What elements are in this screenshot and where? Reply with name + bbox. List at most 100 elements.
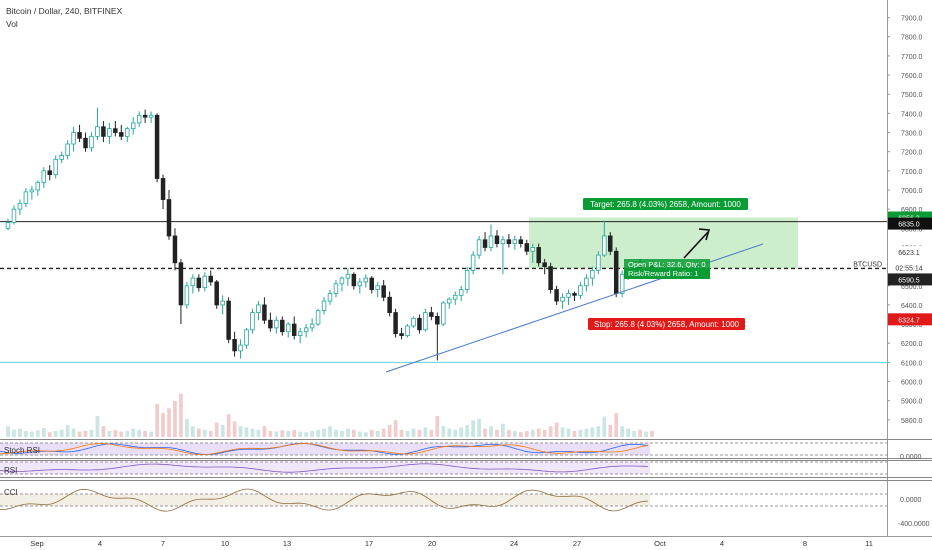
candle xyxy=(226,297,231,344)
stop-label[interactable]: Stop: 265.8 (4.03%) 2658, Amount: 1000 xyxy=(588,318,745,330)
candle-body xyxy=(47,170,52,176)
candle xyxy=(405,324,410,338)
candle xyxy=(47,165,52,181)
candle-body xyxy=(482,239,488,248)
date-tick-label: 13 xyxy=(283,539,291,548)
volume-bar xyxy=(477,419,481,437)
candle-body xyxy=(268,319,273,329)
volume-bar xyxy=(310,431,314,437)
candle-body xyxy=(554,289,559,302)
pnl-label[interactable]: Open P&L: 32.6, Qty: 0 xyxy=(624,259,710,269)
candle xyxy=(476,235,482,259)
candle xyxy=(542,258,547,275)
candle-body xyxy=(202,275,208,289)
volume-bar xyxy=(131,428,136,437)
candle-body xyxy=(452,294,458,300)
price-tick-label: 7100.0 xyxy=(901,169,923,176)
rsi-line xyxy=(0,463,649,473)
horizontal-lines[interactable] xyxy=(0,221,887,363)
volume-bar xyxy=(250,428,255,437)
volume-bar xyxy=(489,426,493,437)
volume-bar xyxy=(596,426,601,437)
volume-bar xyxy=(357,431,362,437)
candle xyxy=(387,291,392,317)
volume-bar xyxy=(18,428,22,437)
volume-bar xyxy=(298,431,303,437)
target-label[interactable]: Target: 265.8 (4.03%) 2658, Amount: 1000 xyxy=(583,198,748,210)
candle xyxy=(375,281,380,298)
volume-bar xyxy=(268,431,273,437)
candle-body xyxy=(5,222,11,229)
candle-body xyxy=(584,277,589,287)
candle-body xyxy=(160,178,166,200)
candle xyxy=(83,132,88,152)
candle xyxy=(608,232,613,256)
candle-body xyxy=(381,285,386,298)
candle xyxy=(250,308,255,334)
volume-bar xyxy=(501,423,505,437)
candle-body xyxy=(148,114,154,118)
volume-bar xyxy=(179,393,183,437)
candle-body xyxy=(578,285,583,296)
candle-body xyxy=(226,300,231,340)
candle xyxy=(572,291,577,302)
candle-body xyxy=(291,323,297,336)
candle-body xyxy=(435,316,440,325)
candle-body xyxy=(470,254,476,271)
price-tick-label: 7600.0 xyxy=(901,73,923,80)
volume-bar xyxy=(584,428,589,437)
candle-body xyxy=(11,208,17,223)
candle-body xyxy=(560,296,565,302)
arrow-head-icon xyxy=(698,228,711,241)
candle xyxy=(274,316,279,334)
candle xyxy=(309,318,315,332)
ratio-label[interactable]: Risk/Reward Ratio: 1 xyxy=(624,268,710,279)
candle xyxy=(125,126,130,143)
volume-bar xyxy=(12,429,16,437)
candle xyxy=(297,327,303,344)
volume-bar xyxy=(411,428,416,437)
volume-bar xyxy=(530,429,535,437)
volume-bar xyxy=(173,401,177,437)
candle xyxy=(238,339,243,359)
candle xyxy=(244,327,249,349)
arrow-shaft xyxy=(683,231,709,259)
badge-now: 6623.1 xyxy=(898,250,920,257)
candle-body xyxy=(369,277,374,290)
price-tick-label: 6100.0 xyxy=(901,360,923,367)
volume-bar xyxy=(101,426,106,437)
candle-body xyxy=(119,132,124,137)
volume-bar xyxy=(185,419,189,437)
volume-bar xyxy=(89,429,94,437)
candle xyxy=(256,301,261,321)
candle xyxy=(452,291,458,305)
volume-bar xyxy=(30,431,34,437)
candle-body xyxy=(256,304,261,313)
candle xyxy=(5,218,11,231)
candle xyxy=(393,308,398,338)
candle-body xyxy=(321,300,327,312)
candle xyxy=(351,272,357,290)
badge-resistance-bg xyxy=(888,217,932,230)
volume-bar xyxy=(125,431,130,437)
candle-body xyxy=(208,275,213,283)
date-tick-label: 17 xyxy=(365,539,373,548)
price-tick-label: 7300.0 xyxy=(901,131,923,138)
candle xyxy=(530,243,535,263)
price-tick-label: 6500.0 xyxy=(901,284,923,291)
candle xyxy=(232,331,237,357)
volume-bar xyxy=(399,429,404,437)
candle xyxy=(590,266,595,286)
candle xyxy=(202,272,208,292)
candle xyxy=(268,312,273,332)
candle-body xyxy=(53,158,58,176)
volume-bar xyxy=(149,431,153,437)
volume-bar xyxy=(524,431,529,437)
candle-body xyxy=(238,344,243,352)
candle-body xyxy=(548,266,553,290)
date-tick-label: 10 xyxy=(221,539,229,548)
volume-bar xyxy=(280,430,285,437)
candle xyxy=(345,268,351,286)
